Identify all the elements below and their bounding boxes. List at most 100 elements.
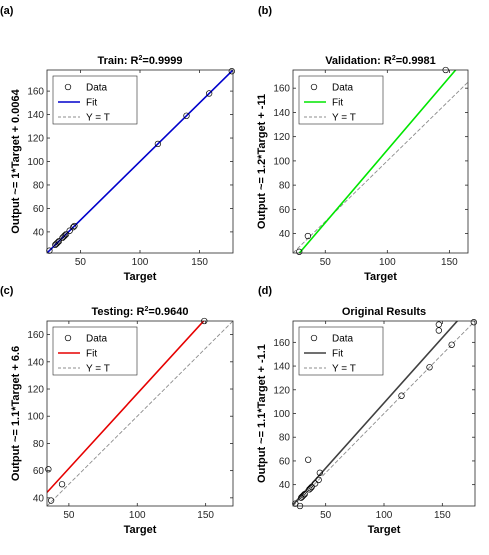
legend-entry: Y = T	[332, 113, 356, 124]
legend-entry: Data	[332, 83, 354, 94]
x-axis-label: Target	[368, 524, 401, 536]
y-tick-label: 80	[33, 180, 45, 191]
legend-entry: Fit	[332, 349, 343, 360]
identity-line	[293, 81, 468, 253]
x-tick-label: 100	[129, 510, 146, 521]
y-axis-label: Output ~= 1.1*Target + 6.6	[10, 346, 22, 481]
panel-letter: (c)	[0, 285, 14, 297]
y-tick-label: 120	[273, 385, 290, 396]
y-tick-label: 40	[279, 229, 291, 240]
legend-entry: Y = T	[332, 364, 356, 375]
data-point	[312, 480, 319, 487]
legend-box	[52, 326, 138, 376]
y-axis-label: Output ~= 1.2*Target + -11	[256, 94, 268, 229]
x-tick-label: 150	[434, 510, 451, 521]
x-tick-label: 150	[197, 510, 214, 521]
chart-panel-4: (d) Original Results 50 100 150 40 60 80 100 120 1…	[256, 285, 477, 536]
chart-panel-2: (b) Validation: R2=0.9981 50 100 150 40 60 80 10…	[256, 5, 469, 283]
y-tick-label: 40	[33, 493, 45, 504]
y-axis-label: Output ~= 1.1*Target + -1.1	[256, 344, 268, 483]
y-tick-label: 140	[27, 357, 44, 368]
data-point	[206, 90, 213, 97]
y-tick-label: 80	[279, 433, 291, 444]
panel-letter: (a)	[0, 5, 14, 17]
data-point	[61, 232, 69, 239]
chart-panel-1: (a) Train: R2=0.9999 50 100 150 40 60 80 100 120 1…	[0, 5, 235, 283]
legend: Data Fit Y = T	[52, 326, 138, 376]
y-tick-label: 60	[279, 205, 291, 216]
x-tick-label: 150	[191, 257, 208, 268]
y-tick-label: 120	[27, 385, 44, 396]
data-point	[60, 233, 67, 240]
data-point	[58, 481, 66, 488]
legend-entry: Data	[86, 83, 108, 94]
y-tick-label: 60	[33, 204, 45, 215]
legend-entry: Y = T	[86, 364, 110, 375]
data-point	[52, 241, 59, 248]
y-tick-label: 100	[27, 157, 44, 168]
legend-entry: Data	[86, 334, 108, 345]
legend-box	[298, 326, 384, 376]
chart-title: Train: R2=0.9999	[98, 55, 183, 67]
y-tick-label: 160	[273, 338, 290, 349]
data-point	[228, 68, 235, 75]
legend-entry: Data	[332, 334, 354, 345]
data-point	[306, 486, 313, 493]
identity-line	[293, 321, 475, 506]
legend-marker-data	[310, 83, 318, 91]
data-point	[62, 231, 70, 238]
legend-entry: Y = T	[86, 113, 110, 124]
data-point	[305, 456, 312, 463]
legend-marker-data	[64, 334, 72, 342]
y-axis-label: Output ~= 1*Target + 0.0064	[10, 88, 22, 233]
data-point	[398, 392, 405, 399]
y-tick-label: 160	[27, 330, 44, 341]
data-point	[426, 364, 433, 371]
data-point	[296, 248, 303, 255]
identity-line	[47, 321, 233, 506]
legend: Data Fit Y = T	[52, 75, 138, 125]
axes-box	[292, 69, 469, 254]
y-tick-label: 60	[33, 466, 45, 477]
legend-entry: Fit	[86, 349, 97, 360]
data-point	[316, 469, 323, 476]
y-tick-label: 100	[273, 156, 290, 167]
legend-marker-data	[310, 334, 318, 342]
fit-line	[298, 70, 457, 253]
data-point	[304, 232, 312, 240]
x-tick-label: 50	[320, 510, 332, 521]
data-point	[66, 227, 73, 234]
data-point	[448, 341, 455, 348]
y-tick-label: 40	[33, 227, 45, 238]
y-tick-label: 160	[27, 87, 44, 98]
legend-entry: Fit	[86, 98, 97, 109]
axes-box	[46, 320, 234, 507]
data-point	[45, 466, 52, 473]
data-point	[55, 238, 63, 245]
y-tick-label: 100	[273, 409, 290, 420]
data-point	[300, 492, 307, 499]
y-tick-label: 60	[279, 456, 291, 467]
data-point	[46, 247, 53, 254]
y-tick-label: 140	[273, 362, 290, 373]
y-tick-label: 120	[27, 134, 44, 145]
data-point	[154, 140, 162, 148]
legend: Data Fit Y = T	[298, 326, 384, 376]
data-point	[470, 319, 477, 326]
data-point	[315, 476, 322, 484]
chart-panel-3: (c) Testing: R2=0.9640 50 100 150 40 60 80 100 12…	[0, 285, 234, 536]
data-point	[71, 222, 78, 230]
data-point	[435, 327, 442, 334]
chart-title: Testing: R2=0.9640	[92, 306, 189, 318]
y-tick-label: 120	[273, 132, 290, 143]
y-tick-label: 160	[273, 84, 290, 95]
data-point	[308, 483, 315, 491]
data-point	[53, 240, 60, 247]
legend-marker-data	[64, 83, 72, 91]
data-point	[299, 493, 306, 500]
fit-line	[47, 70, 233, 253]
legend: Data Fit Y = T	[298, 75, 384, 125]
data-point	[70, 224, 77, 231]
legend-box	[298, 75, 384, 125]
